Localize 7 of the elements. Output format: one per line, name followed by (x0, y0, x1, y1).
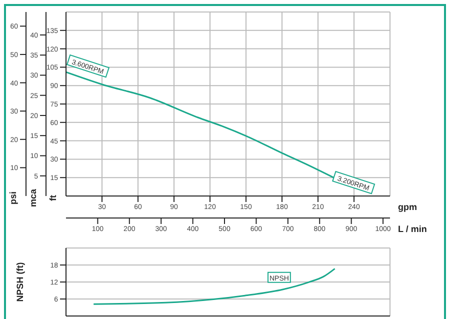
x-axis-title: gpm (398, 202, 417, 212)
y-axis-title: ft (48, 195, 58, 201)
y-axis-title: NPSH (ft) (15, 262, 26, 302)
y2-axis-title: mca (28, 188, 38, 208)
line-series (92, 268, 336, 305)
x2-axis-title: L / min (398, 224, 427, 234)
y3-axis-title: psi (8, 191, 18, 205)
